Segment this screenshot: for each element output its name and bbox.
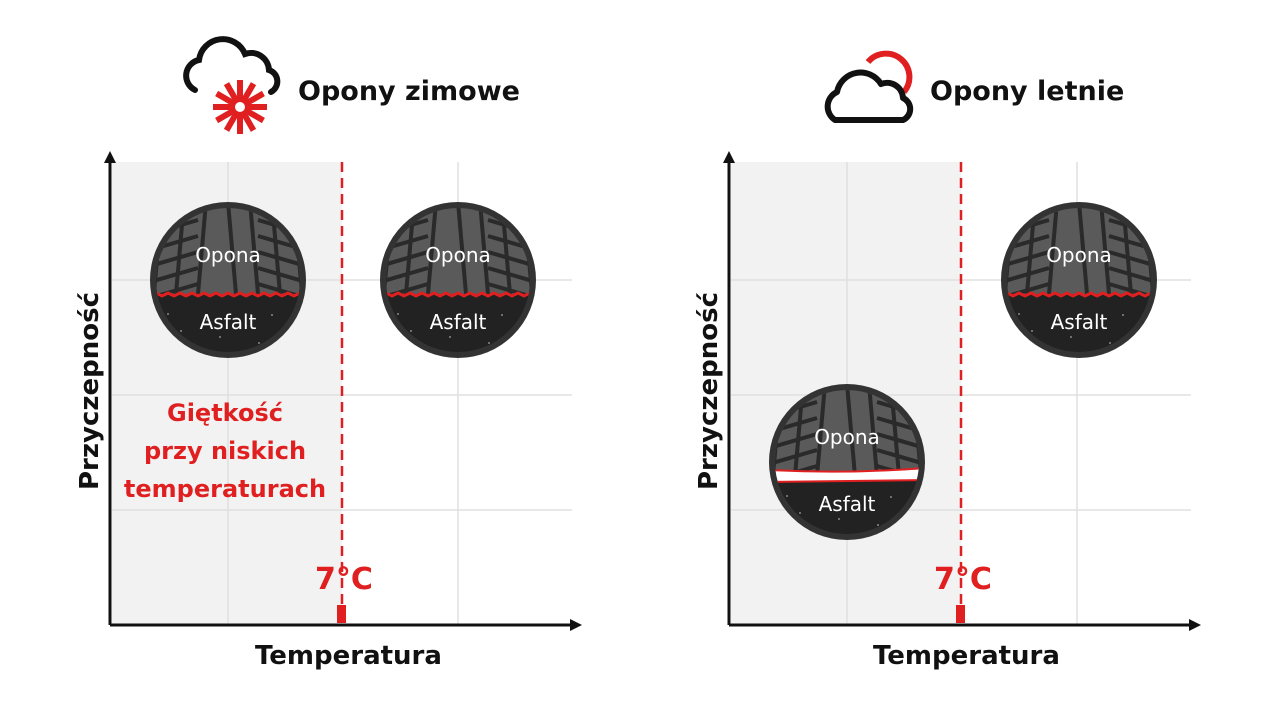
tire-label-bottom: Asfalt [1051, 310, 1108, 334]
tread-sipe [257, 266, 300, 284]
asphalt-speck [1057, 319, 1059, 321]
cloud-snowflake-icon [183, 36, 281, 134]
tread-groove [426, 208, 438, 295]
note-line: przy niskich [143, 437, 307, 465]
tread-groove [1047, 208, 1059, 295]
tread-sipe [876, 432, 919, 450]
y-axis-arrow [723, 151, 735, 163]
tire-label-top: Opona [814, 425, 880, 449]
tire-label-bottom: Asfalt [430, 310, 487, 334]
tread-sipe [487, 266, 530, 284]
winter-tire-warm: Opona Asfalt [380, 202, 536, 358]
panel-title-winter: Opony zimowe [298, 76, 520, 107]
tread-groove [1099, 208, 1111, 295]
asphalt-speck [1109, 342, 1111, 344]
asphalt-speck [167, 313, 169, 315]
note-line: Giętkość [167, 399, 283, 427]
tread-sipe [156, 266, 199, 284]
asphalt-speck [1122, 314, 1124, 316]
tread-groove [867, 390, 879, 477]
asphalt-speck [1096, 325, 1098, 327]
asphalt-speck [786, 495, 788, 497]
summer-tire-warm: Opona Asfalt [1001, 202, 1157, 358]
tread-sipe [386, 250, 429, 268]
asphalt-speck [245, 325, 247, 327]
x-axis-label-summer: Temperatura [873, 641, 1060, 671]
asphalt-speck [219, 336, 221, 338]
tread-groove [478, 208, 490, 295]
tread-sipe [257, 250, 300, 268]
asphalt-speck [449, 336, 451, 338]
cloud-icon [824, 69, 914, 123]
asphalt-speck [1070, 336, 1072, 338]
asphalt-speck [890, 496, 892, 498]
tire-inner [156, 208, 300, 352]
asphalt-speck [258, 342, 260, 344]
contact-line [1007, 291, 1151, 299]
x-axis-arrow [1189, 619, 1201, 631]
asphalt-speck [1018, 313, 1020, 315]
asphalt-speck [180, 330, 182, 332]
cloud-sun-icon [824, 50, 914, 123]
tread-sipe [775, 448, 818, 466]
tread-sipe [487, 250, 530, 268]
asphalt-speck [436, 319, 438, 321]
asphalt-speck [410, 330, 412, 332]
threshold-marker [956, 605, 965, 623]
tread-groove [456, 208, 468, 295]
asphalt-speck [206, 319, 208, 321]
tire-label-bottom: Asfalt [819, 492, 876, 516]
tire-label-top: Opona [195, 243, 261, 267]
asphalt-speck [825, 501, 827, 503]
tread-groove [248, 208, 260, 295]
asphalt-speck [488, 342, 490, 344]
asphalt-speck [397, 313, 399, 315]
tread-sipe [1007, 266, 1050, 284]
asphalt-speck [475, 325, 477, 327]
tread-sipe [775, 432, 818, 450]
asphalt-speck [799, 512, 801, 514]
tread-groove [196, 208, 208, 295]
winter-tire-cold: Opona Asfalt [150, 202, 306, 358]
y-axis-label-summer: Przyczepność [694, 292, 724, 491]
tread-groove [226, 208, 238, 295]
asphalt-speck [864, 507, 866, 509]
tread-sipe [1108, 250, 1151, 268]
winter-flexibility-note: Giętkość przy niskich temperaturach [110, 394, 340, 508]
threshold-label-summer: 7°C [934, 562, 992, 597]
x-axis-label-winter: Temperatura [255, 641, 442, 671]
asphalt-speck [1031, 330, 1033, 332]
y-axis-arrow [104, 151, 116, 163]
threshold-marker [337, 605, 346, 623]
threshold-label-winter: 7°C [315, 562, 373, 597]
asphalt-speck [271, 314, 273, 316]
snowflake-center [235, 102, 245, 112]
tread-groove [845, 390, 857, 477]
contact-line [156, 291, 300, 299]
cloud-icon [183, 36, 281, 95]
sun-arc [865, 50, 913, 94]
tread-sipe [1108, 266, 1151, 284]
asphalt-speck [838, 518, 840, 520]
contact-line [386, 291, 530, 299]
tread-sipe [386, 266, 429, 284]
contact-gap [775, 466, 919, 484]
tire-label-bottom: Asfalt [200, 310, 257, 334]
tire-label-top: Opona [425, 243, 491, 267]
tire-label-top: Opona [1046, 243, 1112, 267]
tread-sipe [1007, 250, 1050, 268]
tread-sipe [156, 250, 199, 268]
tread-sipe [876, 448, 919, 466]
tread-groove [815, 390, 827, 477]
x-axis-arrow [570, 619, 582, 631]
note-line: temperaturach [123, 475, 327, 503]
asphalt-speck [501, 314, 503, 316]
panel-title-summer: Opony letnie [930, 76, 1125, 107]
y-axis-label-winter: Przyczepność [75, 292, 105, 491]
tread-groove [1077, 208, 1089, 295]
asphalt-speck [877, 524, 879, 526]
